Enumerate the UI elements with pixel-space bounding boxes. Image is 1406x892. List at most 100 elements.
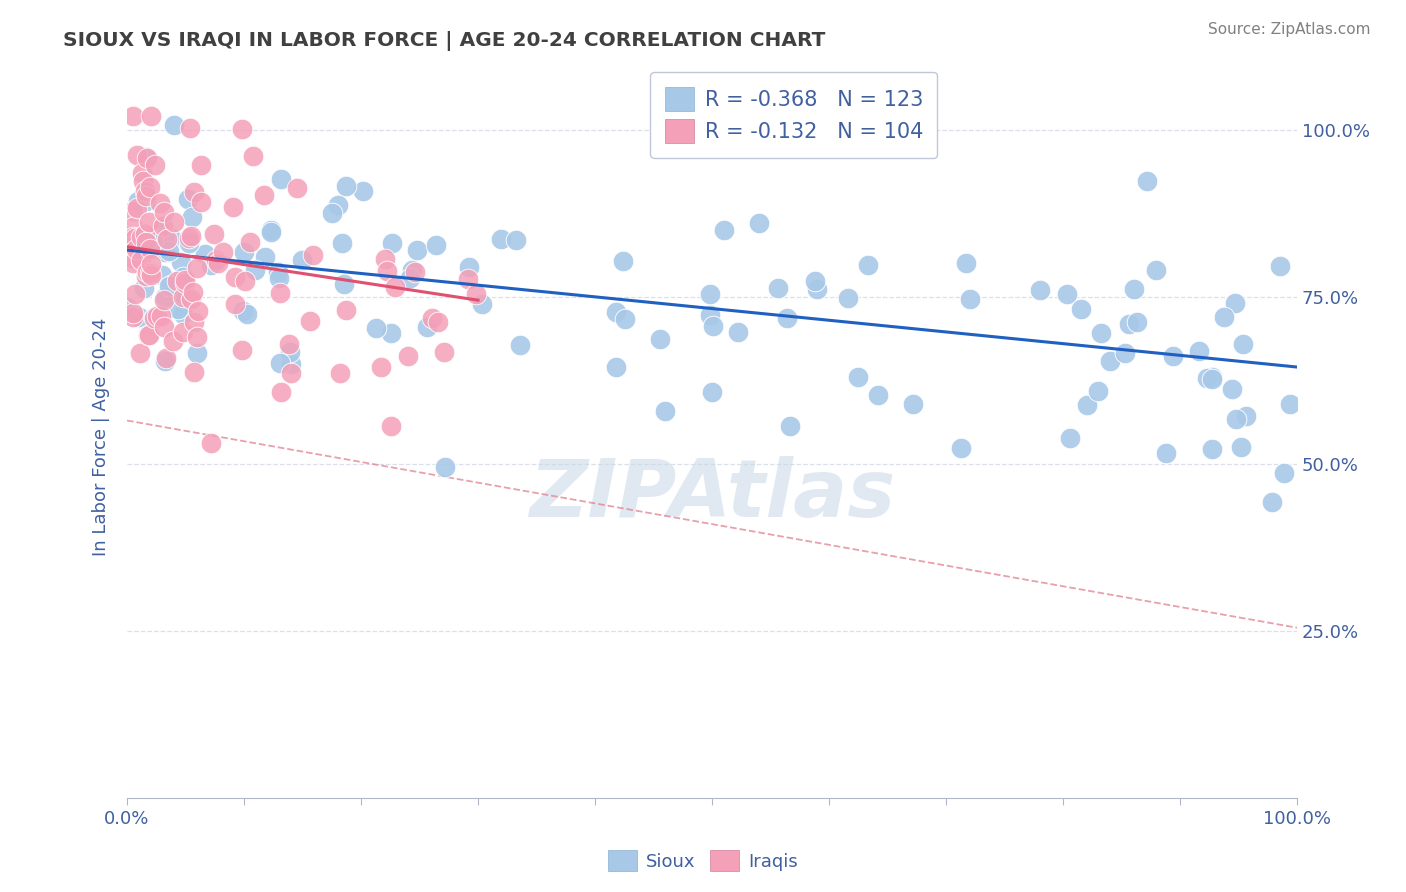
Point xyxy=(180,292,202,306)
Point xyxy=(433,345,456,359)
Point xyxy=(329,366,352,380)
Point xyxy=(384,280,406,294)
Point xyxy=(179,231,201,245)
Point xyxy=(260,226,283,240)
Point xyxy=(335,303,357,318)
Point xyxy=(202,227,225,241)
Point xyxy=(1268,260,1291,274)
Point xyxy=(117,300,139,314)
Point xyxy=(134,281,156,295)
Point xyxy=(1230,441,1253,455)
Point xyxy=(727,326,749,340)
Point xyxy=(177,192,200,206)
Point xyxy=(425,238,447,252)
Point xyxy=(122,230,145,244)
Point xyxy=(465,287,488,301)
Point xyxy=(374,252,396,267)
Point xyxy=(380,326,402,341)
Point xyxy=(186,330,208,344)
Y-axis label: In Labor Force | Age 20-24: In Labor Force | Age 20-24 xyxy=(93,318,110,557)
Point xyxy=(121,234,143,248)
Point xyxy=(868,388,890,402)
Point xyxy=(145,309,167,323)
Point xyxy=(121,204,143,219)
Point xyxy=(183,185,205,199)
Point xyxy=(1070,301,1092,316)
Point xyxy=(121,235,143,250)
Point xyxy=(270,385,292,400)
Point xyxy=(136,328,159,343)
Point xyxy=(138,266,160,280)
Point xyxy=(174,276,197,290)
Point xyxy=(253,188,276,202)
Point xyxy=(321,205,343,219)
Point xyxy=(155,231,177,245)
Point xyxy=(380,418,402,433)
Point xyxy=(654,404,676,418)
Point xyxy=(806,282,828,296)
Point xyxy=(159,231,181,245)
Point xyxy=(1188,344,1211,359)
Point xyxy=(121,251,143,265)
Text: Source: ZipAtlas.com: Source: ZipAtlas.com xyxy=(1208,22,1371,37)
Point xyxy=(1201,369,1223,384)
Point xyxy=(121,242,143,256)
Point xyxy=(125,201,148,215)
Point xyxy=(291,253,314,268)
Point xyxy=(1123,282,1146,296)
Point xyxy=(858,258,880,272)
Point xyxy=(131,166,153,180)
Point xyxy=(231,343,253,358)
Point xyxy=(381,235,404,250)
Point xyxy=(614,312,637,326)
Point xyxy=(150,268,173,282)
Point xyxy=(1154,445,1177,459)
Point xyxy=(149,196,172,211)
Point xyxy=(163,119,186,133)
Point xyxy=(846,370,869,384)
Point xyxy=(157,279,180,293)
Point xyxy=(1234,409,1257,424)
Point xyxy=(335,178,357,193)
Point xyxy=(1144,263,1167,277)
Point xyxy=(702,318,724,333)
Point xyxy=(1098,354,1121,368)
Point xyxy=(162,334,184,348)
Point xyxy=(141,257,163,271)
Point xyxy=(150,310,173,324)
Point xyxy=(172,290,194,304)
Point xyxy=(155,354,177,368)
Point xyxy=(153,205,176,219)
Point xyxy=(190,195,212,210)
Point xyxy=(404,265,426,279)
Point xyxy=(145,158,167,172)
Point xyxy=(420,311,443,326)
Point xyxy=(212,244,235,259)
Point xyxy=(1220,382,1243,396)
Point xyxy=(122,238,145,252)
Point xyxy=(396,349,419,363)
Point xyxy=(605,305,627,319)
Point xyxy=(143,310,166,324)
Point xyxy=(1212,310,1234,325)
Point xyxy=(177,236,200,251)
Point xyxy=(471,297,494,311)
Point xyxy=(1090,326,1112,340)
Point xyxy=(155,245,177,260)
Legend: R = -0.368   N = 123, R = -0.132   N = 104: R = -0.368 N = 123, R = -0.132 N = 104 xyxy=(651,72,938,158)
Point xyxy=(222,200,245,214)
Point xyxy=(124,287,146,301)
Point xyxy=(152,219,174,234)
Point xyxy=(121,256,143,270)
Point xyxy=(776,311,799,326)
Point xyxy=(370,360,392,375)
Point xyxy=(505,233,527,247)
Point xyxy=(699,308,721,322)
Point xyxy=(139,242,162,256)
Point xyxy=(163,214,186,228)
Point xyxy=(134,189,156,203)
Point xyxy=(142,234,165,248)
Point xyxy=(125,148,148,162)
Point xyxy=(172,286,194,301)
Point xyxy=(457,260,479,275)
